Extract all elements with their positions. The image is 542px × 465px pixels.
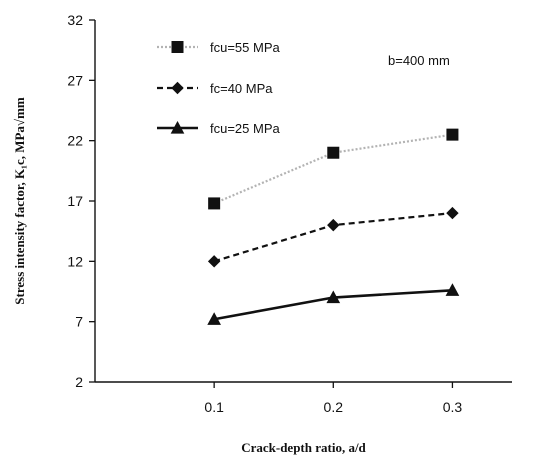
- y-tick-label-6: 32: [67, 12, 83, 28]
- series-1-point-1: [327, 218, 340, 232]
- series-2-point-2: [445, 283, 460, 296]
- legend: fcu=55 MPa fc=40 MPa fcu=25 MPa: [157, 40, 281, 136]
- series-2-point-0: [207, 312, 221, 325]
- legend-label-fc40: fc=40 MPa: [210, 81, 273, 96]
- series-2-point-1: [326, 290, 341, 304]
- legend-marker-1: [171, 81, 184, 95]
- series-0-point-2: [446, 128, 459, 141]
- y-tick-label-1: 7: [75, 314, 83, 330]
- y-tick-label-4: 22: [67, 133, 83, 149]
- legend-marker-0: [171, 41, 184, 53]
- y-tick-label-2: 12: [67, 253, 83, 269]
- y-tick-label-3: 17: [67, 193, 83, 209]
- legend-label-fcu25: fcu=25 MPa: [210, 121, 281, 136]
- y-tick-label-0: 2: [75, 374, 83, 390]
- series-line-0: [213, 133, 453, 205]
- series-layer: [207, 128, 460, 325]
- chart-annotation: b=400 mm: [388, 53, 450, 68]
- series-0-point-0: [208, 197, 221, 210]
- axes-layer: [94, 20, 512, 383]
- x-axis-title: Crack-depth ratio, a/d: [241, 440, 366, 455]
- x-tick-label-2: 0.3: [443, 399, 463, 415]
- y-axis-title: Stress intensity factor, K₁c, MPa√mm: [12, 97, 27, 305]
- legend-marker-2: [170, 120, 185, 134]
- series-1-point-2: [446, 206, 459, 220]
- legend-label-fcu55: fcu=55 MPa: [210, 40, 281, 55]
- x-tick-label-0: 0.1: [204, 399, 224, 415]
- series-1-point-0: [207, 255, 221, 268]
- series-0-point-1: [327, 146, 340, 159]
- x-tick-label-1: 0.2: [324, 399, 344, 415]
- y-tick-label-5: 27: [67, 72, 83, 88]
